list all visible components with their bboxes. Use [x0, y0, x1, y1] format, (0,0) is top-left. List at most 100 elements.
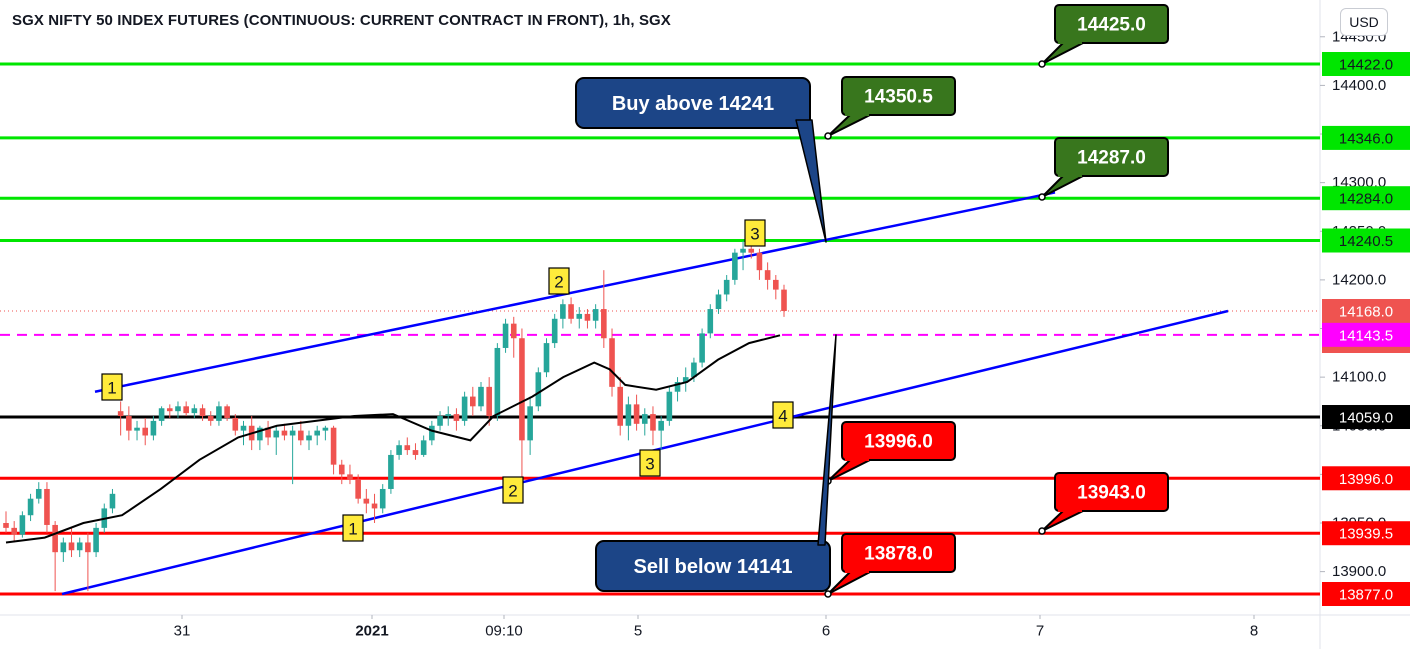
sell-note[interactable]: Sell below 14141	[595, 334, 837, 592]
candle[interactable]	[93, 523, 99, 558]
candle[interactable]	[437, 411, 443, 431]
candle[interactable]	[453, 408, 460, 431]
candle[interactable]	[633, 394, 640, 431]
candle[interactable]	[650, 406, 656, 446]
candle[interactable]	[682, 367, 689, 392]
candle[interactable]	[470, 386, 476, 417]
candle[interactable]	[560, 299, 566, 329]
candle[interactable]	[543, 338, 550, 378]
candle[interactable]	[166, 404, 173, 418]
candle[interactable]	[576, 307, 583, 329]
candle[interactable]	[699, 328, 705, 368]
candle[interactable]	[273, 425, 280, 455]
candle[interactable]	[3, 511, 9, 533]
price-callout[interactable]: 14350.5	[824, 76, 956, 140]
candle[interactable]	[183, 401, 189, 417]
candle[interactable]	[265, 420, 271, 446]
candle[interactable]	[60, 537, 67, 562]
candle[interactable]	[592, 304, 599, 329]
candle[interactable]	[584, 309, 591, 329]
candle[interactable]	[609, 328, 615, 397]
price-callout[interactable]: 13878.0	[824, 533, 956, 598]
currency-button[interactable]: USD	[1340, 8, 1388, 36]
candle[interactable]	[338, 459, 345, 485]
candle[interactable]	[224, 404, 230, 421]
candle[interactable]	[257, 425, 263, 451]
candle[interactable]	[298, 420, 304, 446]
candle[interactable]	[363, 488, 370, 514]
candle[interactable]	[158, 406, 165, 426]
price-callout[interactable]: 13943.0	[1038, 472, 1169, 535]
candle[interactable]	[412, 443, 419, 460]
candle[interactable]	[732, 248, 738, 285]
candle[interactable]	[625, 396, 632, 441]
candle[interactable]	[199, 404, 206, 421]
price-callout[interactable]: 13996.0	[824, 421, 956, 485]
candle[interactable]	[35, 482, 42, 504]
candle[interactable]	[134, 420, 140, 441]
candle[interactable]	[150, 416, 157, 441]
candle[interactable]	[723, 275, 730, 302]
candle[interactable]	[601, 270, 607, 348]
candle[interactable]	[764, 262, 771, 290]
candle[interactable]	[355, 474, 361, 504]
candle[interactable]	[240, 420, 247, 446]
candle[interactable]	[175, 401, 181, 418]
candle[interactable]	[715, 289, 722, 314]
candle[interactable]	[52, 521, 58, 592]
candle[interactable]	[535, 367, 542, 412]
candle[interactable]	[388, 450, 394, 494]
candle[interactable]	[773, 275, 779, 300]
candle[interactable]	[494, 343, 501, 421]
candle[interactable]	[510, 316, 517, 358]
candle[interactable]	[232, 414, 239, 436]
candle[interactable]	[502, 318, 509, 353]
candle[interactable]	[347, 464, 353, 485]
candle[interactable]	[551, 313, 558, 348]
candle[interactable]	[445, 406, 452, 426]
candle[interactable]	[19, 511, 26, 538]
candle[interactable]	[371, 493, 378, 524]
candle[interactable]	[429, 420, 435, 446]
candle[interactable]	[117, 401, 124, 436]
candle[interactable]	[191, 404, 198, 418]
candle[interactable]	[568, 297, 574, 324]
candle[interactable]	[322, 425, 329, 441]
candle[interactable]	[740, 240, 746, 271]
candle[interactable]	[76, 537, 83, 558]
candle[interactable]	[216, 401, 222, 426]
candle[interactable]	[44, 482, 50, 533]
candle[interactable]	[756, 248, 763, 280]
candle[interactable]	[641, 408, 648, 436]
candle[interactable]	[207, 411, 214, 426]
candle[interactable]	[519, 328, 525, 485]
candle[interactable]	[707, 304, 714, 339]
candle[interactable]	[478, 382, 484, 412]
candle[interactable]	[289, 425, 296, 485]
candle[interactable]	[306, 430, 312, 451]
candle[interactable]	[330, 425, 337, 475]
candle[interactable]	[674, 377, 681, 402]
candle[interactable]	[68, 527, 75, 558]
price-callout[interactable]: 14425.0	[1038, 4, 1169, 68]
candle[interactable]	[379, 484, 386, 514]
candle[interactable]	[142, 417, 149, 446]
candle[interactable]	[781, 284, 787, 317]
candle[interactable]	[461, 391, 468, 426]
candle[interactable]	[666, 386, 673, 426]
candle[interactable]	[486, 377, 492, 426]
candle[interactable]	[404, 437, 411, 455]
candle[interactable]	[617, 377, 624, 436]
candle[interactable]	[396, 440, 402, 460]
candle[interactable]	[658, 416, 664, 451]
candle[interactable]	[11, 521, 17, 543]
candle[interactable]	[126, 406, 132, 441]
candle[interactable]	[420, 435, 427, 457]
price-callout[interactable]: 14287.0	[1038, 137, 1169, 201]
candle[interactable]	[281, 423, 288, 441]
candle[interactable]	[314, 425, 320, 446]
candle[interactable]	[527, 396, 533, 455]
candle[interactable]	[27, 493, 34, 522]
buy-note[interactable]: Buy above 14241	[575, 77, 827, 243]
